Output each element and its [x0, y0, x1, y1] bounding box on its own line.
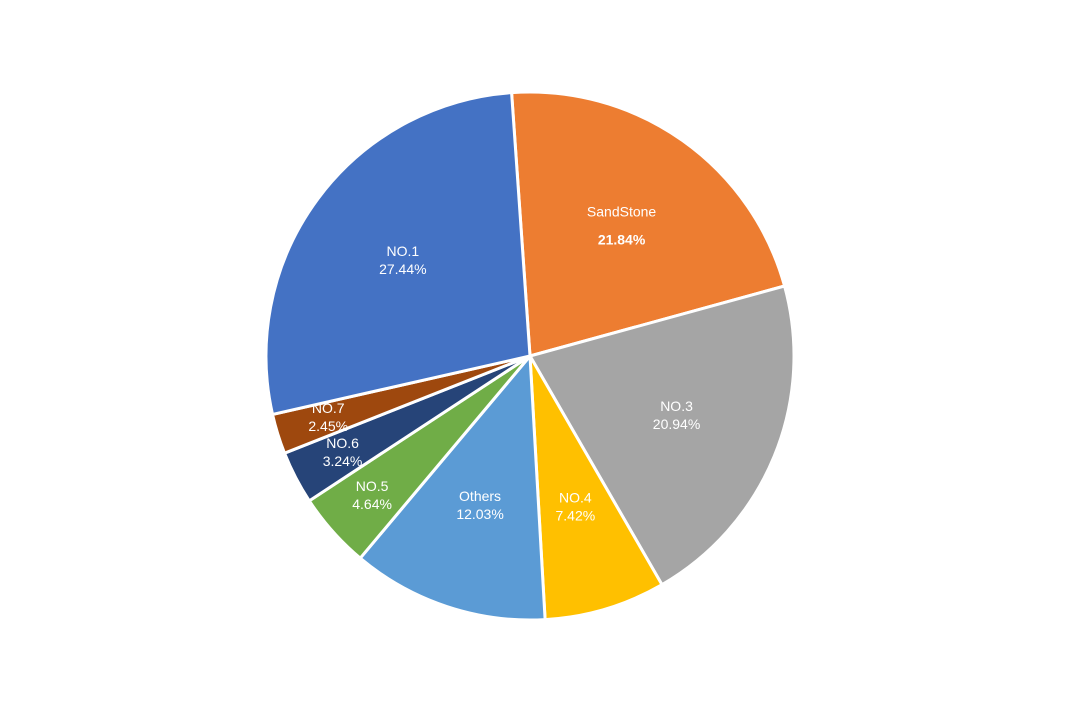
slice-value-label: 2.45% [308, 418, 348, 434]
pie-slice [509, 90, 787, 358]
slice-value-label: 3.24% [323, 453, 363, 469]
pie-slice [264, 91, 532, 417]
slice-value-label: 21.84% [598, 231, 646, 247]
slice-value-label: 20.94% [653, 416, 700, 432]
pie-slice [527, 284, 796, 587]
slice-value-label: 12.03% [456, 506, 503, 522]
pie-slice [358, 352, 547, 622]
slice-label: NO.3 [660, 398, 693, 414]
slice-label: NO.4 [559, 489, 592, 505]
slice-label: SandStone [587, 203, 656, 219]
slice-label: Others [459, 488, 501, 504]
slice-value-label: 4.64% [352, 496, 392, 512]
pie-slice [528, 355, 665, 622]
slice-value-label: 27.44% [379, 261, 426, 277]
slice-label: NO.6 [326, 435, 359, 451]
slice-label: NO.5 [356, 478, 389, 494]
slice-label: NO.1 [387, 243, 420, 259]
slice-value-label: 7.42% [555, 507, 595, 523]
